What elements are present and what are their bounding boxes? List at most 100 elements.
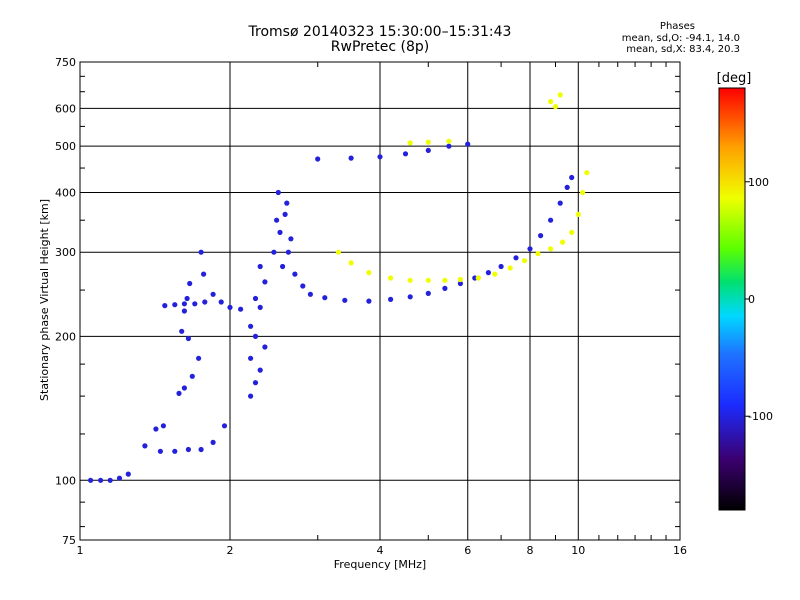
- data-point: [560, 239, 566, 245]
- data-point: [322, 295, 328, 301]
- data-point: [252, 295, 259, 302]
- chart-subtitle: RwPretec (8p): [330, 39, 430, 55]
- y-tick-label: 300: [55, 246, 76, 259]
- colorbar-unit: [deg]: [717, 71, 752, 86]
- data-point: [465, 141, 471, 147]
- data-point: [348, 260, 354, 266]
- data-point: [366, 270, 372, 276]
- x-tick-label: 8: [527, 544, 534, 557]
- data-point: [98, 477, 104, 483]
- data-point: [189, 373, 195, 379]
- data-point: [172, 448, 178, 454]
- data-point: [198, 249, 204, 255]
- data-point: [521, 258, 528, 264]
- data-point: [218, 299, 224, 305]
- phase-x-stats: mean, sd,X: 83.4, 20.3: [626, 44, 740, 55]
- data-point: [377, 154, 383, 160]
- data-point: [292, 271, 298, 277]
- data-point: [366, 298, 372, 304]
- data-point: [274, 217, 280, 223]
- y-tick-label: 500: [55, 140, 76, 153]
- data-point: [492, 271, 498, 277]
- data-point: [575, 211, 581, 217]
- data-point: [335, 249, 341, 255]
- data-point: [446, 143, 452, 149]
- data-point: [315, 156, 321, 162]
- data-point: [252, 380, 259, 386]
- data-point: [172, 302, 178, 308]
- data-point: [252, 333, 259, 339]
- x-tick-label: 1: [77, 544, 84, 557]
- data-point: [442, 277, 448, 283]
- data-point: [388, 296, 394, 302]
- data-point: [179, 328, 185, 334]
- data-point: [288, 236, 294, 242]
- data-point: [185, 446, 191, 453]
- data-point: [282, 211, 288, 217]
- data-point: [107, 477, 113, 483]
- data-point: [513, 255, 519, 261]
- y-tick-label: 750: [55, 56, 76, 69]
- data-point: [307, 291, 313, 297]
- data-point: [192, 301, 198, 307]
- x-tick-label: 10: [571, 544, 585, 557]
- data-point: [142, 443, 148, 449]
- data-point: [257, 367, 263, 373]
- data-point: [257, 263, 263, 270]
- data-point: [407, 277, 413, 283]
- data-point: [157, 448, 163, 454]
- data-point: [425, 290, 431, 296]
- data-point: [569, 174, 575, 181]
- data-point: [564, 184, 570, 190]
- y-tick-label: 400: [55, 186, 76, 199]
- data-point: [202, 299, 208, 305]
- data-point: [198, 446, 204, 453]
- data-point: [584, 170, 590, 176]
- x-axis-label: Frequency [MHz]: [334, 558, 426, 571]
- data-point: [446, 138, 452, 144]
- data-point: [388, 275, 394, 281]
- data-point: [125, 471, 131, 477]
- colorbar: [718, 87, 746, 511]
- grid: [80, 62, 680, 540]
- data-point: [552, 104, 559, 110]
- x-tick-label: 4: [377, 544, 384, 557]
- data-point: [176, 390, 182, 396]
- phases-heading: Phases: [659, 21, 695, 32]
- x-tick-label: 16: [673, 544, 687, 557]
- phase-o-stats: mean, sd,O: -94.1, 14.0: [621, 33, 740, 44]
- data-point: [557, 92, 563, 98]
- data-point: [457, 280, 463, 287]
- data-point: [181, 308, 187, 314]
- colorbar-tick-label: -100: [748, 410, 773, 423]
- data-point: [277, 229, 283, 235]
- data-point: [162, 303, 168, 309]
- data-point: [196, 355, 202, 361]
- data-point: [153, 426, 159, 432]
- data-point: [227, 304, 233, 310]
- data-point: [248, 393, 254, 399]
- y-axis-label: Stationary phase Virtual Height [km]: [38, 199, 51, 401]
- plot-frame: [79, 61, 681, 541]
- data-point: [538, 233, 544, 239]
- data-point: [557, 200, 563, 206]
- data-point: [248, 323, 254, 329]
- data-point: [116, 475, 123, 481]
- data-point: [271, 249, 277, 255]
- data-point: [210, 291, 216, 297]
- data-point: [342, 297, 348, 303]
- axis-ticks: 1 2 4 6 8 10 16 75 100 200 300 400 500 600 750: [55, 56, 687, 557]
- data-point: [527, 246, 533, 252]
- data-point: [507, 265, 513, 271]
- data-point: [548, 246, 554, 252]
- data-point: [187, 280, 193, 287]
- data-point: [485, 270, 491, 276]
- data-point: [184, 295, 190, 302]
- data-point: [88, 477, 94, 483]
- data-point: [407, 140, 413, 146]
- data-point: [348, 155, 354, 161]
- data-point: [535, 251, 541, 257]
- chart-title: Tromsø 20140323 15:30:00–15:31:43: [248, 24, 512, 40]
- data-point: [580, 189, 586, 196]
